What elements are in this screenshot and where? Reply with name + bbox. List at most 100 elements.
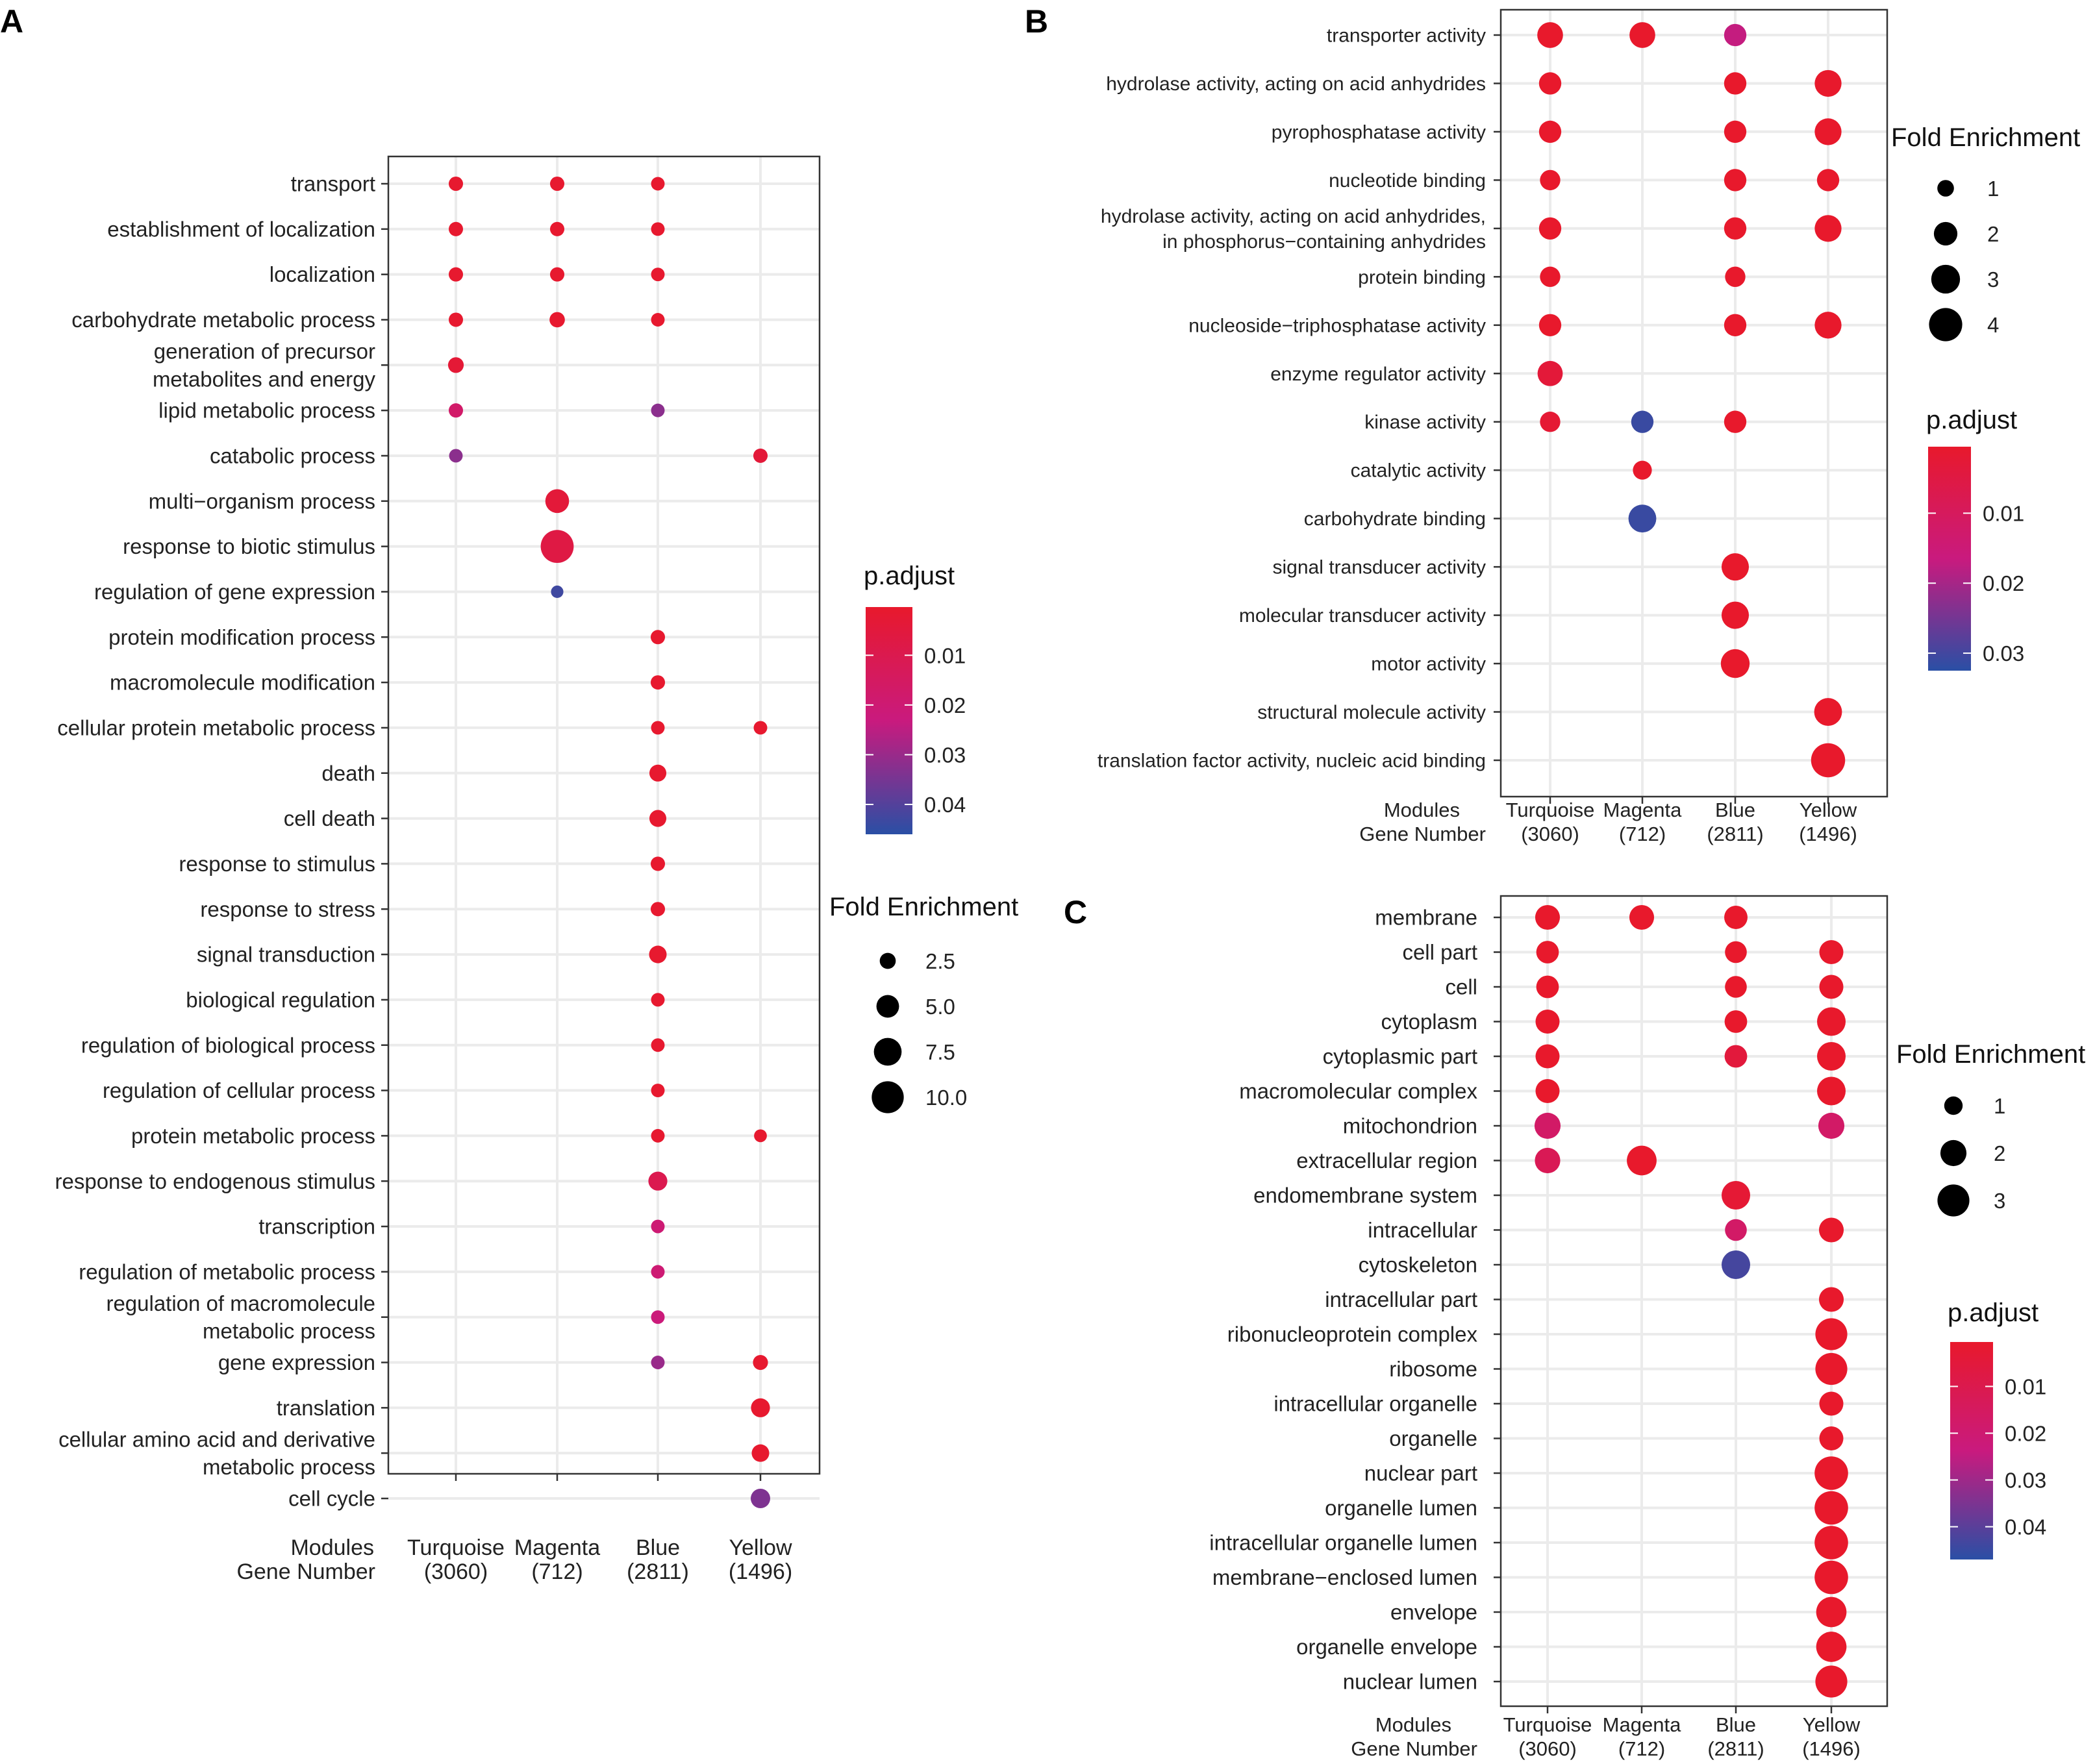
panel-b-ytick-label: enzyme regulator activity — [1270, 364, 1486, 385]
panel-c-dot — [1627, 1145, 1657, 1176]
panel-b-ytick-label: pyrophosphatase activity — [1272, 121, 1486, 143]
panel-c-dot — [1725, 941, 1747, 963]
panel-c: membrane cell part cell cytoplasm cytoplasmi… — [1209, 895, 2085, 1760]
panel-c-dot — [1724, 906, 1748, 929]
panel-b-fold-legend-dot — [1931, 264, 1961, 294]
panel-a-ytick-label: translation — [277, 1396, 375, 1420]
panel-c-dot — [1817, 1042, 1846, 1071]
panel-c-ytick-label: intracellular organelle — [1273, 1392, 1477, 1416]
panel-b-xtick-label: Magenta — [1603, 799, 1682, 821]
panel-b-ytick-label: nucleoside−triphosphatase activity — [1188, 315, 1486, 336]
panel-b-padj-tick-label: 0.01 — [1983, 501, 2024, 525]
panel-a-xtick-label: Yellow — [729, 1535, 792, 1560]
panel-c-dot — [1818, 1287, 1844, 1312]
panel-a-ytick-label: establishment of localization — [107, 217, 375, 241]
panel-c-xtick-label: Yellow — [1803, 1713, 1861, 1736]
panel-c-dot — [1817, 1076, 1846, 1106]
panel-a-dot — [651, 1265, 665, 1279]
panel-c-dot — [1724, 1010, 1748, 1033]
panel-c-dot — [1819, 1391, 1844, 1416]
panel-a: transport establishment of localization lo… — [55, 155, 1018, 1584]
panel-b-xtick-label: Blue — [1715, 799, 1755, 821]
panel-a-ytick-label-line: regulation of macromolecule — [106, 1291, 375, 1315]
panel-b-dot — [1725, 266, 1746, 288]
panel-a-x-title-modules: Modules — [290, 1535, 374, 1560]
panel-a-ytick-label: catabolic process — [210, 444, 375, 468]
panel-b-dot — [1811, 743, 1846, 778]
panel-a-ytick-label: regulation of macromolecule metabolic pro… — [106, 1291, 375, 1343]
panel-b-ytick-label: protein binding — [1358, 267, 1486, 288]
panel-c-dot — [1819, 975, 1844, 999]
panel-a-ytick-label: lipid metabolic process — [158, 399, 375, 423]
panel-a-dot — [650, 630, 666, 645]
panel-b-dot — [1724, 23, 1747, 47]
panel-a-ytick-label: macromolecule modification — [110, 671, 375, 695]
panel-a-dot — [549, 221, 565, 236]
panel-c-ytick-label: cell — [1445, 975, 1477, 999]
panel-b-fold-legend-dot — [1933, 221, 1958, 246]
panel-b-ytick-label-line: in phosphorus−containing anhydrides — [1162, 231, 1486, 253]
panel-b-dot — [1631, 410, 1654, 433]
panel-b-dot — [1816, 169, 1840, 192]
panel-a-ytick-label: cell cycle — [288, 1487, 375, 1511]
panel-c-dot — [1814, 1526, 1848, 1559]
panel-b-ytick-label: molecular transducer activity — [1239, 605, 1486, 627]
panel-letter-b: B — [1025, 3, 1048, 40]
panel-a-dot — [649, 764, 667, 782]
panel-c-ytick-label: membrane — [1375, 906, 1477, 930]
panel-c-dot — [1814, 1456, 1848, 1490]
panel-a-dot — [753, 1354, 768, 1371]
panel-a-xtick-count: (712) — [531, 1559, 583, 1584]
panel-c-padj-tick-label: 0.02 — [2005, 1421, 2046, 1445]
panel-c-fold-legend-label: 1 — [1994, 1094, 2005, 1118]
panel-a-ytick-label: response to stimulus — [179, 852, 375, 876]
panel-b-fold-legend-dot — [1937, 180, 1954, 197]
panel-b-dot — [1538, 72, 1562, 95]
panel-a-dot — [649, 945, 667, 963]
panel-c-dot — [1629, 904, 1655, 930]
panel-b-xtick-count: (1496) — [1799, 823, 1857, 845]
panel-a-dot — [651, 993, 665, 1007]
panel-c-padj-tick-label: 0.04 — [2005, 1515, 2046, 1539]
panel-a-dot — [651, 1128, 665, 1143]
panel-b-fold-legend-label: 4 — [1987, 313, 1999, 337]
panel-a-dot — [447, 357, 464, 373]
panel-b-dot — [1724, 410, 1747, 433]
panel-a-fold-legend-dot — [872, 1081, 904, 1113]
panel-b-padj-legend-title: p.adjust — [1926, 406, 2017, 434]
panel-b-xtick-label: Yellow — [1800, 799, 1857, 821]
panel-c-dot — [1816, 1596, 1847, 1628]
panel-c-dot — [1535, 904, 1561, 930]
panel-b-dot — [1628, 504, 1657, 533]
panel-b-xtick-count: (712) — [1619, 823, 1666, 845]
panel-c-ytick-label: macromolecular complex — [1239, 1079, 1477, 1103]
panel-b-dot — [1724, 72, 1747, 95]
panel-a-dot — [549, 176, 565, 192]
panel-b-ytick-label: motor activity — [1371, 654, 1486, 675]
panel-a-dot — [545, 489, 570, 514]
panel-c-xtick-count: (1496) — [1802, 1737, 1861, 1760]
panel-b-ytick-label: carbohydrate binding — [1304, 508, 1486, 530]
panel-c-dot — [1535, 1078, 1560, 1104]
panel-c-ytick-label: mitochondrion — [1343, 1114, 1477, 1138]
panel-a-ytick-label-line: metabolic process — [203, 1455, 375, 1479]
panel-c-fold-legend-label: 2 — [1994, 1141, 2005, 1165]
panel-a-dot — [448, 267, 464, 282]
panel-c-dot — [1535, 1147, 1561, 1174]
panel-a-ytick-label: transcription — [258, 1215, 375, 1239]
panel-c-ytick-label: endomembrane system — [1253, 1184, 1477, 1208]
panel-b: transporter activity hydrolase activity, … — [1098, 8, 2080, 845]
panel-c-ytick-label: cell part — [1402, 940, 1477, 964]
panel-b-fold-legend-title: Fold Enrichment — [1891, 123, 2080, 152]
panel-a-ytick-label: protein metabolic process — [131, 1124, 375, 1148]
panel-a-fold-legend-dot — [873, 1037, 902, 1066]
panel-a-ytick-label: death — [321, 761, 375, 785]
panel-a-dot — [540, 530, 574, 564]
panel-c-ytick-label: membrane−enclosed lumen — [1212, 1565, 1477, 1589]
panel-a-padj-colorbar — [866, 607, 912, 834]
panel-b-dot — [1540, 412, 1561, 432]
panel-a-xtick-label: Magenta — [514, 1535, 600, 1560]
panel-a-ytick-label: regulation of metabolic process — [79, 1260, 375, 1284]
panel-a-plot-frame — [387, 155, 821, 1475]
panel-b-ytick-label: hydrolase activity, acting on acid anhyd… — [1101, 206, 1486, 253]
